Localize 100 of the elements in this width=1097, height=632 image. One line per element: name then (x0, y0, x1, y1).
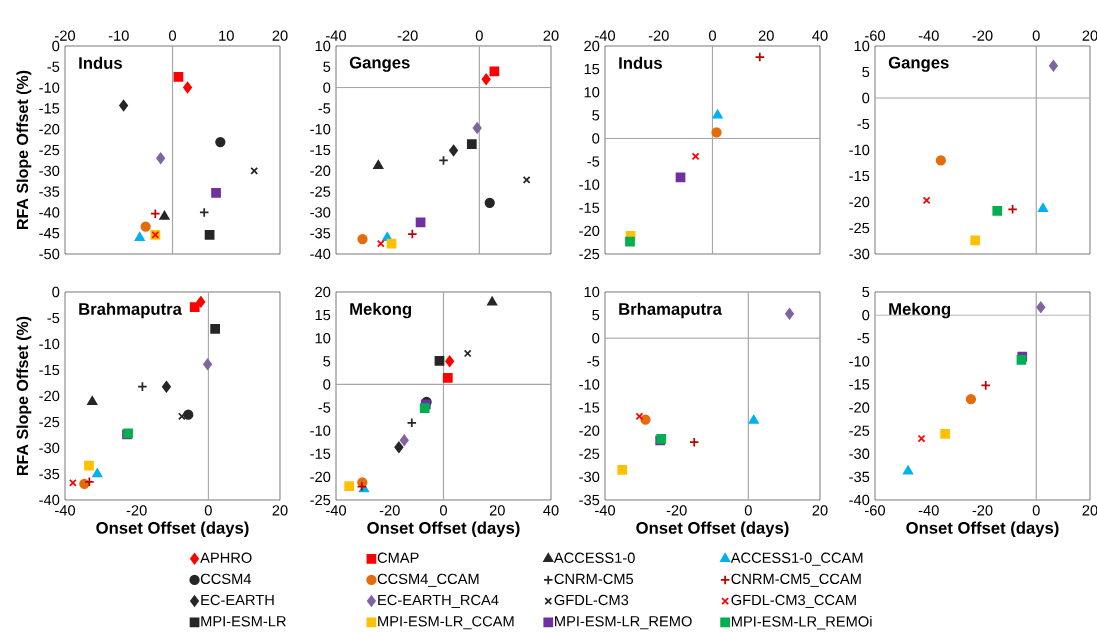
legend-label: GFDL-CM3_CCAM (731, 594, 856, 608)
y-tick-label: -10 (39, 82, 60, 93)
y-tick-label: -30 (310, 207, 331, 218)
y-tick-label: 15 (584, 64, 600, 75)
y-tick-label: -25 (579, 248, 600, 260)
y-tick-label: -20 (39, 124, 60, 135)
y-tick-label: -35 (39, 186, 60, 197)
y-tick-label: -35 (849, 471, 870, 483)
text: Ganges (349, 56, 410, 72)
y-tick-label: -25 (849, 425, 870, 436)
y-tick-label: -15 (849, 379, 870, 390)
y-tick-label: -15 (579, 402, 600, 413)
y-tick-label: 0 (52, 40, 60, 52)
y-tick-label: -25 (849, 222, 870, 234)
y-tick-label: -5 (587, 156, 600, 167)
x-tick-label: 0 (1032, 505, 1040, 516)
y-tick-label: 0 (592, 133, 600, 144)
y-tick-label: -25 (39, 144, 60, 156)
legend-label: EC-EARTH (201, 594, 274, 606)
x-tick-label: -40 (918, 30, 939, 41)
y-tick-label: 10 (584, 87, 600, 98)
x-tick-label: 0 (475, 30, 483, 41)
legend-label: APHRO (200, 552, 252, 563)
x-axis-title: Onset Offset (days) (367, 521, 520, 538)
y-tick-label: 0 (862, 92, 870, 104)
legend-label: MPI-ESM-LR_CCAM (378, 616, 514, 630)
y-tick-label: -25 (579, 448, 600, 459)
legend-label: CNRM-CM5_CCAM (731, 573, 861, 587)
y-tick-label: -35 (579, 494, 600, 506)
text: Mekong (350, 302, 412, 319)
legend-label: CMAP (377, 552, 419, 563)
y-axis-title: RFA Slope Offset (%) (16, 70, 32, 229)
y-tick-label: -10 (849, 144, 870, 156)
y-tick-label: -40 (310, 248, 331, 260)
x-tick-label: -40 (918, 505, 939, 516)
y-tick-label: -15 (310, 144, 331, 156)
x-tick-label: 0 (1032, 30, 1040, 41)
x-tick-label: 20 (489, 505, 505, 516)
y-tick-label: -5 (47, 312, 60, 324)
x-tick-label: -20 (397, 30, 418, 41)
y-tick-label: -5 (318, 103, 331, 114)
y-tick-label: -10 (849, 356, 870, 367)
x-tick-label: 20 (543, 30, 559, 41)
y-tick-label: -20 (849, 196, 870, 208)
y-tick-label: 5 (592, 310, 600, 321)
y-tick-label: -45 (39, 228, 60, 239)
x-tick-label: 40 (543, 505, 559, 516)
y-tick-label: 0 (862, 309, 870, 321)
y-tick-label: -10 (310, 425, 331, 436)
y-tick-label: -5 (587, 356, 600, 367)
x-tick-label: -20 (648, 30, 669, 41)
y-tick-label: -10 (39, 338, 60, 350)
x-axis-title: Onset Offset (days) (906, 521, 1059, 538)
legend-label: CNRM-CM5 (554, 573, 634, 585)
x-axis-title: Onset Offset (days) (636, 521, 789, 538)
x-tick-label: 20 (272, 505, 288, 516)
y-tick-label: 20 (315, 286, 331, 298)
text: Indus (79, 56, 122, 69)
x-tick-label: 20 (1082, 30, 1097, 41)
y-tick-label: 5 (323, 356, 331, 367)
y-tick-label: -20 (849, 402, 870, 413)
text: Mekong (889, 302, 951, 319)
x-tick-label: -20 (666, 505, 687, 516)
legend-label: CCSM4_CCAM (377, 573, 479, 587)
y-tick-label: -20 (310, 471, 331, 483)
y-tick-label: -35 (39, 468, 60, 480)
x-tick-label: -20 (972, 505, 993, 516)
text: Indus (619, 56, 662, 69)
y-tick-label: -40 (39, 207, 60, 218)
y-tick-label: -15 (39, 103, 60, 114)
y-tick-label: -20 (579, 225, 600, 237)
y-tick-label: 0 (52, 286, 60, 298)
y-tick-label: -10 (579, 379, 600, 390)
x-tick-label: -60 (865, 30, 886, 41)
y-axis-title: RFA Slope Offset (%) (16, 316, 32, 475)
y-tick-label: -5 (318, 402, 331, 413)
y-tick-label: -25 (310, 186, 331, 197)
y-tick-label: -5 (857, 333, 870, 344)
y-tick-label: -15 (310, 448, 331, 459)
y-tick-label: -40 (39, 494, 60, 506)
legend-label: GFDL-CM3 (554, 594, 629, 606)
y-tick-label: 10 (854, 40, 870, 52)
text: Brhamaputra (619, 302, 722, 319)
x-tick-label: 0 (439, 505, 447, 516)
x-tick-label: 40 (812, 30, 828, 41)
y-tick-label: 0 (323, 82, 331, 93)
legend-label: ACCESS1-0 (553, 552, 635, 563)
x-tick-label: 20 (1082, 505, 1097, 516)
x-tick-label: 20 (758, 30, 774, 41)
y-tick-label: -20 (579, 425, 600, 436)
y-tick-label: -30 (39, 165, 60, 176)
x-tick-label: -20 (126, 505, 147, 516)
legend-label: MPI-ESM-LR_REMO (555, 616, 692, 630)
x-tick-label: -60 (865, 505, 886, 516)
y-tick-label: -30 (849, 248, 870, 260)
y-tick-label: 10 (584, 286, 600, 298)
legend-label: ACCESS1-0_CCAM (730, 552, 863, 566)
x-axis-title: Onset Offset (days) (96, 521, 249, 538)
x-tick-label: 0 (168, 30, 176, 41)
y-tick-label: -30 (579, 471, 600, 483)
